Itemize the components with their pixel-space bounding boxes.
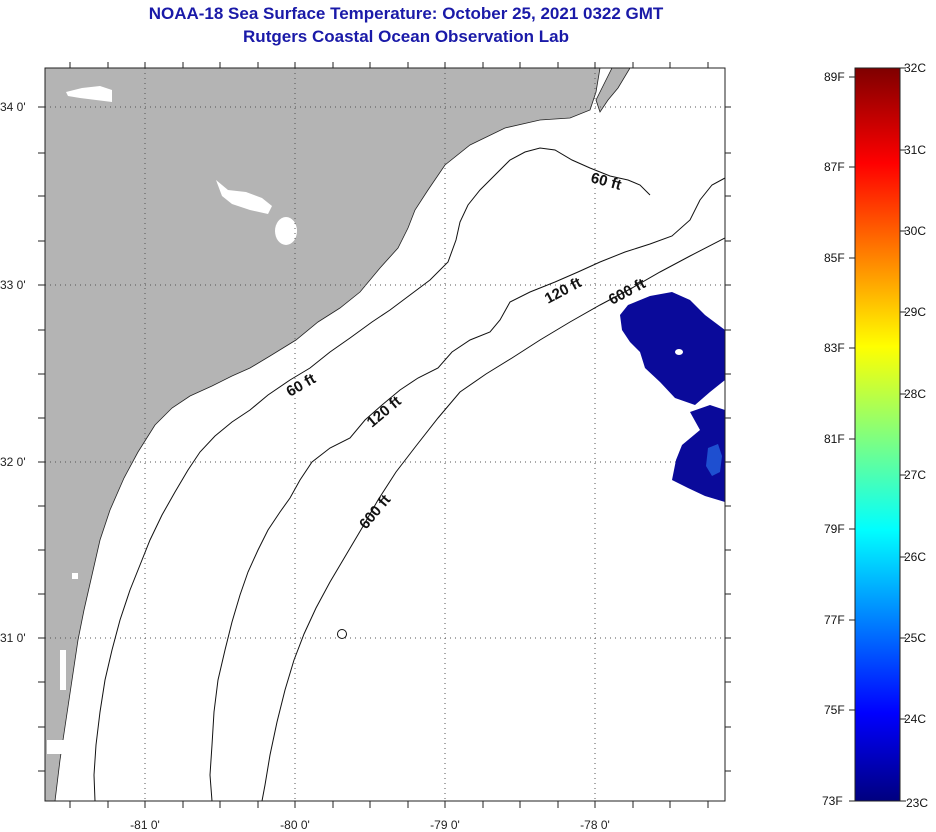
land-area	[45, 68, 601, 801]
colorbar-f-77: 77F	[824, 613, 845, 627]
graticule	[45, 68, 725, 801]
contour-600ft	[261, 237, 725, 801]
colorbar-f-75: 75F	[824, 703, 845, 717]
title-line-2: Rutgers Coastal Ocean Observation Lab	[243, 27, 569, 46]
contour-600ft-ring	[337, 629, 347, 639]
colorbar-c-27: 27C	[904, 468, 927, 482]
sst-patch-hole	[675, 349, 683, 355]
inland-water-5	[47, 740, 67, 754]
colorbar-f-87: 87F	[824, 160, 845, 174]
inland-water-3	[275, 217, 297, 245]
colorbar-f-81: 81F	[824, 432, 845, 446]
colorbar	[854, 67, 901, 802]
colorbar-c-32: 32C	[904, 61, 927, 75]
colorbar-c-30: 30C	[904, 224, 927, 238]
inland-water-2	[216, 180, 272, 214]
lon-label-80: -80 0'	[280, 818, 310, 832]
colorbar-c-24: 24C	[904, 712, 927, 726]
land-northeast	[595, 68, 631, 113]
inland-water-6	[60, 650, 66, 690]
colorbar-c-29: 29C	[904, 305, 927, 319]
lat-label-31: 31 0'	[0, 631, 26, 645]
title-line-1: NOAA-18 Sea Surface Temperature: October…	[148, 4, 664, 23]
colorbar-f-73: 73F	[822, 794, 843, 808]
inland-water-4	[72, 573, 78, 579]
contour-60ft	[93, 147, 651, 801]
colorbar-f-89: 89F	[824, 70, 845, 84]
lat-axis	[38, 106, 731, 772]
inland-water-1	[66, 86, 112, 102]
colorbar-c-25: 25C	[904, 631, 927, 645]
contour-120ft	[209, 177, 725, 801]
colorbar-f-79: 79F	[824, 522, 845, 536]
lon-label-81: -81 0'	[130, 818, 160, 832]
lon-label-78: -78 0'	[580, 818, 610, 832]
colorbar-c-28: 28C	[904, 387, 927, 401]
colorbar-c-26: 26C	[904, 550, 927, 564]
colorbar-c-31: 31C	[904, 143, 927, 157]
lat-label-32: 32 0'	[0, 455, 26, 469]
lon-axis	[69, 62, 709, 808]
lat-label-33: 33 0'	[0, 278, 26, 292]
sst-patch-south	[672, 405, 725, 502]
lat-label-34: 34 0'	[0, 100, 26, 114]
colorbar-f-83: 83F	[824, 341, 845, 355]
lon-label-79: -79 0'	[430, 818, 460, 832]
colorbar-ticks	[849, 67, 906, 802]
sst-patch-warm	[706, 444, 722, 476]
map-frame	[44, 67, 726, 802]
colorbar-f-85: 85F	[824, 251, 845, 265]
colorbar-c-23: 23C	[906, 796, 929, 810]
sst-patch-north	[620, 292, 725, 405]
